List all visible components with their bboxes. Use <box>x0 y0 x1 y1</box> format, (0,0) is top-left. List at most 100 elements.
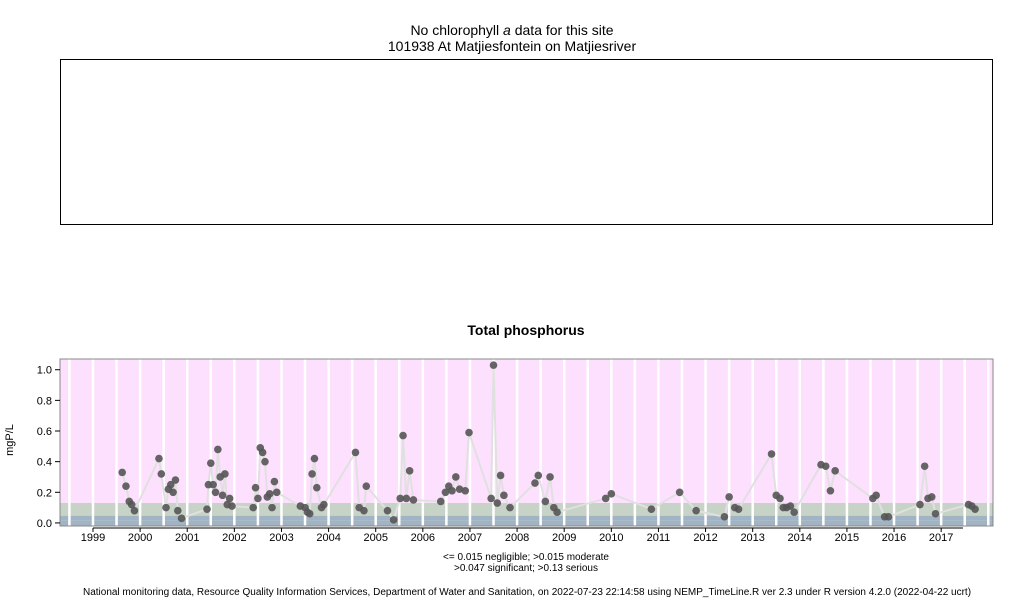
data-point <box>389 516 398 524</box>
data-point <box>496 471 505 480</box>
footer-note: National monitoring data, Resource Quali… <box>82 587 972 598</box>
data-point <box>931 509 940 518</box>
data-point <box>971 505 979 513</box>
data-point <box>228 502 236 510</box>
y-tick-label: 0.2 <box>37 487 52 499</box>
data-point <box>506 503 514 512</box>
data-point <box>174 506 182 515</box>
data-point <box>531 479 539 487</box>
data-point <box>720 513 729 521</box>
data-point <box>927 493 936 501</box>
data-point <box>441 488 450 497</box>
x-tick-label: 2000 <box>128 532 152 544</box>
data-point <box>383 506 392 515</box>
x-tick-label: 1999 <box>81 532 105 544</box>
data-point <box>826 486 835 495</box>
data-point <box>258 448 267 457</box>
x-axis: 1999 2000 2001 2002 2003 2004 2005 2006 2007 2008… <box>81 527 963 544</box>
threshold-legend-line-2: >0.047 significant; >0.13 serious <box>454 563 598 574</box>
y-tick-label: 0.4 <box>37 457 52 469</box>
chlorophyll-title-prefix: No chlorophyll <box>410 22 500 38</box>
phosphorus-series <box>118 361 979 524</box>
data-point <box>831 467 839 475</box>
data-point <box>601 494 610 503</box>
data-point <box>786 502 795 510</box>
chlorophyll-title-italic: a <box>503 22 511 38</box>
x-tick-label: 2012 <box>693 532 717 544</box>
data-point <box>920 462 929 471</box>
data-point <box>546 473 554 481</box>
data-point <box>118 468 126 477</box>
data-point <box>465 428 473 437</box>
chlorophyll-title-suffix: data for this site <box>514 22 614 38</box>
site-name: 101938 At Matjiesfontein on Matjiesriver <box>387 38 637 54</box>
band-serious <box>60 359 993 504</box>
data-point <box>261 457 269 466</box>
data-point <box>206 459 215 467</box>
x-tick-label: 2007 <box>458 532 482 544</box>
data-point <box>493 499 502 507</box>
data-point <box>225 494 234 503</box>
data-point <box>310 454 319 463</box>
y-tick-label: 0.0 <box>37 518 52 530</box>
data-point <box>169 488 177 497</box>
y-tick-label: 0.6 <box>37 426 52 438</box>
x-tick-label: 2010 <box>599 532 623 544</box>
band-moderate <box>60 515 993 521</box>
data-point <box>500 491 508 500</box>
data-point <box>647 505 656 513</box>
data-point <box>177 514 186 523</box>
x-tick-label: 2004 <box>316 532 340 544</box>
x-tick-label: 2009 <box>552 532 576 544</box>
threshold-legend-line-1: <= 0.015 negligible; >0.015 moderate <box>443 552 609 563</box>
data-point <box>221 470 229 478</box>
data-point <box>489 361 498 369</box>
data-point <box>127 500 136 509</box>
data-point <box>396 494 405 503</box>
data-point <box>268 503 276 512</box>
data-point <box>265 490 274 498</box>
x-tick-label: 2005 <box>363 532 387 544</box>
data-point <box>157 470 166 478</box>
data-point <box>436 497 445 506</box>
data-point <box>448 486 456 495</box>
data-point <box>320 500 328 509</box>
x-tick-label: 2003 <box>269 532 293 544</box>
data-point <box>308 470 316 478</box>
x-tick-label: 2013 <box>740 532 764 544</box>
data-point <box>166 480 175 489</box>
chlorophyll-title: No chlorophyll a data for this site <box>0 22 1024 38</box>
data-point <box>821 462 830 471</box>
data-point <box>272 488 281 497</box>
y-tick-label: 1.0 <box>37 365 52 377</box>
x-tick-label: 2016 <box>882 532 906 544</box>
x-tick-label: 2014 <box>788 532 812 544</box>
data-point <box>675 488 684 497</box>
x-tick-label: 2001 <box>175 532 199 544</box>
data-point <box>487 494 495 503</box>
data-point <box>725 493 733 501</box>
x-tick-label: 2008 <box>505 532 529 544</box>
data-point <box>916 500 924 509</box>
band-significant <box>60 503 993 516</box>
x-tick-label: 2017 <box>929 532 953 544</box>
data-point <box>402 494 411 503</box>
data-point <box>734 505 743 513</box>
plot-frame <box>59 358 994 527</box>
data-point <box>214 445 222 454</box>
data-point <box>409 496 418 504</box>
data-point <box>541 497 550 506</box>
data-point <box>461 486 470 495</box>
data-point <box>313 483 321 492</box>
data-point <box>362 482 371 490</box>
phosphorus-chart: 0.0 0.2 0.4 0.6 0.8 1.0 1999 2000 2001 2002 2003 2… <box>37 358 994 544</box>
data-point <box>130 506 139 515</box>
band-negligible <box>60 520 993 526</box>
data-point <box>305 509 314 518</box>
data-point <box>767 450 776 458</box>
data-point <box>171 476 180 484</box>
data-point <box>162 503 170 512</box>
data-point <box>211 488 220 497</box>
data-point <box>399 431 407 440</box>
data-point <box>351 448 360 457</box>
